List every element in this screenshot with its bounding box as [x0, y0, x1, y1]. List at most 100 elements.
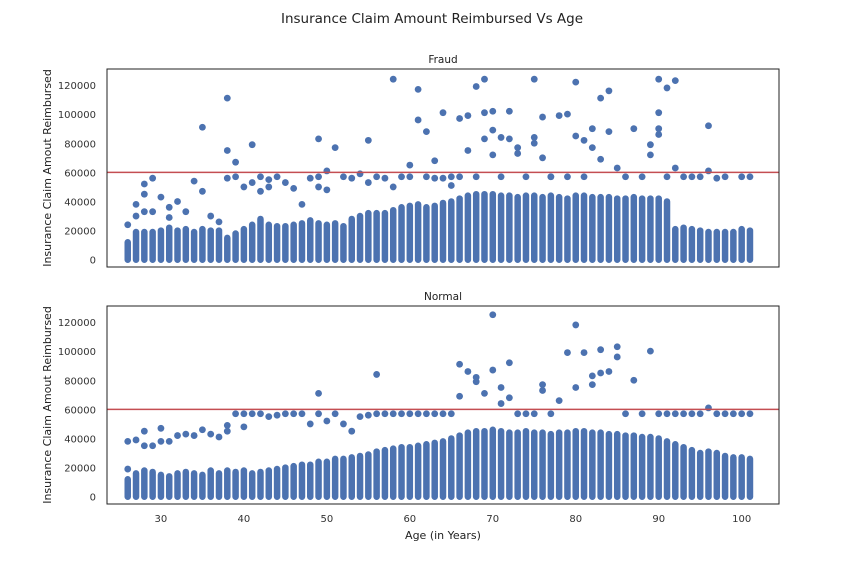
normal-data-point — [738, 410, 746, 418]
fraud-data-point — [497, 134, 505, 141]
normal-data-point — [588, 372, 596, 380]
normal-y-ticks: 0 20000 40000 60000 80000 100000 120000 — [58, 318, 96, 504]
fraud-data-point — [580, 173, 588, 181]
normal-data-point — [124, 465, 132, 473]
fraud-data-point — [721, 173, 729, 181]
fraud-data-point — [340, 173, 347, 181]
normal-data-point — [281, 410, 289, 418]
fraud-data-point — [671, 164, 679, 172]
fraud-data-point — [315, 173, 322, 181]
fraud-data-point — [472, 173, 480, 181]
normal-data-point — [340, 420, 347, 428]
fraud-y-tick-label: 120000 — [58, 81, 96, 92]
fraud-data-point — [124, 221, 132, 229]
normal-data-point — [655, 410, 663, 418]
fraud-data-point — [564, 173, 571, 181]
fraud-data-point — [530, 134, 538, 141]
normal-y-tick-label: 120000 — [58, 318, 96, 329]
fraud-data-point — [207, 212, 215, 220]
normal-data-point — [323, 417, 331, 425]
normal-marks — [124, 311, 754, 500]
fraud-data-point — [431, 174, 439, 182]
fraud-data-point — [257, 173, 264, 181]
x-tick-label: 90 — [652, 514, 665, 525]
normal-y-tick-label: 0 — [90, 493, 96, 504]
normal-data-point — [597, 346, 605, 354]
fraud-data-point — [456, 115, 463, 122]
normal-data-point — [157, 437, 165, 445]
fraud-data-point — [182, 208, 190, 216]
fraud-data-point — [663, 173, 671, 181]
normal-data-point — [273, 411, 281, 419]
fraud-data-point — [149, 208, 157, 216]
fraud-data-point — [423, 173, 430, 181]
fraud-data-point — [671, 77, 679, 85]
normal-data-point — [331, 410, 339, 418]
x-tick-label: 30 — [155, 514, 168, 525]
normal-data-point — [663, 410, 671, 418]
fraud-data-point — [232, 158, 239, 166]
fraud-data-point — [381, 174, 389, 182]
fraud-data-point — [223, 147, 231, 154]
normal-data-point — [713, 410, 721, 418]
normal-data-point — [530, 410, 538, 418]
fraud-data-point — [331, 144, 339, 152]
fraud-data-point — [539, 154, 546, 162]
fraud-data-point — [464, 112, 472, 119]
normal-data-point — [423, 410, 430, 418]
fraud-data-point — [572, 132, 580, 140]
normal-data-point — [190, 432, 198, 439]
normal-data-point — [472, 378, 480, 386]
fraud-plot-frame — [106, 68, 780, 268]
fraud-data-point — [364, 179, 372, 186]
normal-data-point — [124, 437, 132, 445]
fraud-data-point — [323, 167, 331, 175]
fraud-data-point — [447, 173, 455, 181]
y-axis-label-normal: Insurance Claim Amout Reimbursed — [41, 306, 54, 504]
normal-data-point — [630, 376, 638, 384]
fraud-data-point — [315, 135, 322, 143]
fraud-y-tick-label: 20000 — [64, 227, 96, 238]
normal-data-point — [729, 410, 737, 418]
fraud-y-tick-label: 0 — [90, 256, 96, 267]
normal-data-point — [248, 410, 256, 418]
fraud-data-point — [705, 122, 712, 130]
normal-data-point — [315, 410, 322, 418]
fraud-data-point — [688, 173, 696, 181]
fraud-data-point — [456, 173, 463, 181]
fraud-data-point — [431, 157, 439, 165]
normal-data-point — [671, 410, 679, 418]
panel-fraud: Fraud Insurance Claim Amout Reimbursed 0… — [41, 54, 780, 268]
fraud-data-point — [622, 173, 629, 181]
normal-data-point — [381, 410, 389, 418]
fraud-data-point — [597, 94, 605, 102]
normal-data-point — [364, 411, 372, 419]
normal-data-point — [746, 410, 754, 418]
fraud-data-point — [140, 180, 148, 188]
fraud-data-point — [406, 161, 414, 169]
fraud-data-point — [489, 107, 497, 115]
fraud-data-point — [655, 109, 663, 117]
fraud-y-tick-label: 40000 — [64, 197, 96, 208]
normal-data-point — [406, 410, 414, 418]
fraud-data-point — [481, 75, 488, 83]
fraud-data-point — [447, 182, 455, 189]
fraud-data-point — [472, 83, 480, 90]
fraud-data-point — [199, 123, 206, 131]
fraud-data-point — [481, 135, 488, 143]
fraud-data-point — [564, 110, 571, 118]
fraud-data-point — [356, 170, 364, 178]
normal-data-point — [356, 413, 364, 421]
fraud-data-point — [265, 183, 273, 191]
x-tick-label: 50 — [320, 514, 333, 525]
fraud-data-point — [199, 187, 206, 195]
fraud-data-point — [323, 186, 331, 194]
normal-data-point — [199, 426, 206, 434]
fraud-data-point — [215, 218, 223, 226]
normal-data-point — [522, 410, 530, 418]
normal-y-tick-label: 20000 — [64, 464, 96, 475]
chart-title: Insurance Claim Amount Reimbursed Vs Age — [281, 11, 583, 27]
panel-title-fraud: Fraud — [428, 54, 457, 66]
normal-data-point — [638, 410, 646, 418]
normal-data-point — [165, 437, 173, 445]
